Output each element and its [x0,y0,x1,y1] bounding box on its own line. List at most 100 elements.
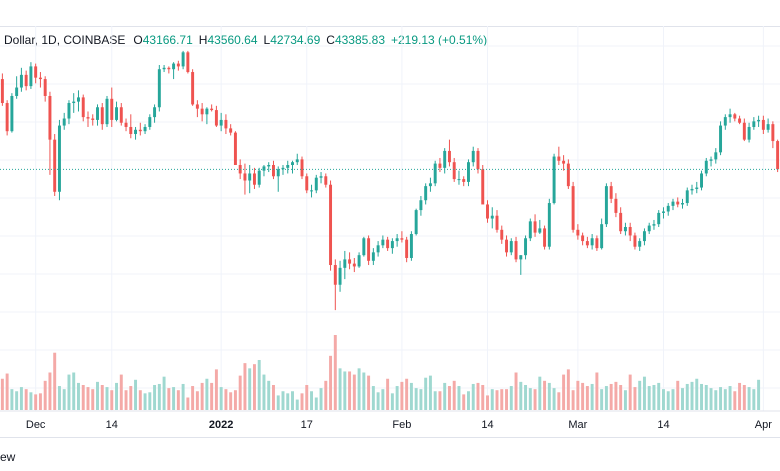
candle-body [324,176,328,185]
time-axis[interactable]: Dec 14 2022 17 Feb 14 Mar 14 Apr [26,419,772,431]
candle-body [143,126,147,132]
candle [62,112,66,130]
candle [547,198,551,250]
candle [333,259,337,311]
volume-bar [19,387,23,410]
candle [666,203,670,216]
volume-bar [700,383,703,410]
candle-body [662,211,665,213]
volume-bar [233,390,237,410]
volume-bar [409,382,413,410]
candle [367,235,371,266]
candle-body [566,163,570,187]
candle-body [229,128,233,133]
volume-bar [319,388,323,410]
candle-body [205,108,209,115]
candle-body [471,150,475,163]
candle-body [514,241,518,260]
volume-bar [747,387,751,410]
candle [376,241,380,257]
candle [305,173,309,194]
volume-bar [695,378,699,410]
candle [571,181,575,233]
candle-body [681,203,684,205]
candle-body [62,118,66,126]
candle [362,236,366,257]
time-axis-label: Apr [755,419,772,431]
symbol-label[interactable]: Dollar, 1D, COINBASE [4,33,126,47]
candle [647,222,651,235]
candle-body [557,156,561,161]
volume-bar [462,394,466,410]
volume-bar [614,381,618,410]
candle [657,210,661,227]
candle [395,234,399,247]
candle [72,93,76,113]
candle [500,225,504,244]
candle-body [666,205,670,212]
candle-body [172,63,176,70]
volume-bar [390,393,394,410]
candle-body [357,255,361,267]
volume-bar [714,390,718,410]
candle-body [571,186,575,230]
volume-bar [495,390,499,410]
candle [528,218,532,242]
volume-bar [172,387,176,410]
candle-body [15,87,19,96]
candle-body [600,224,604,249]
candle-body [252,173,256,185]
candle-body [243,173,247,181]
volume-bar [757,379,761,410]
volume-bar [676,380,680,410]
volume-bar [295,399,299,410]
volume-bar [424,377,428,410]
candle-body [210,108,214,111]
close-value: 43385.83 [334,33,385,47]
candle [233,131,237,166]
view-label[interactable]: ew [0,450,16,464]
volume-bar [447,386,451,410]
candle-body [24,74,28,87]
candle [757,115,761,127]
low-key: L [263,33,271,47]
candle-body [214,110,218,126]
candle [38,72,42,88]
volume-bar [709,388,713,410]
volume-bar [386,378,390,410]
candle-body [115,107,118,120]
candle-body [257,170,261,185]
volume-bar [690,381,694,410]
candle [452,157,456,182]
candle-body [38,77,42,80]
candle-body [486,204,489,219]
candle-body [233,132,237,166]
candle-body [590,238,594,246]
candle-body [67,103,71,119]
price-chart[interactable]: Dec 14 2022 17 Feb 14 Mar 14 Apr [0,26,780,437]
candle [419,196,423,216]
candle [642,228,646,246]
candle [157,64,161,112]
candle [352,257,356,273]
candle [623,222,627,236]
volume-bar [367,375,371,410]
candle-body [509,241,513,253]
volume-bar [609,383,613,410]
candle [481,165,485,205]
volume-bar [324,380,328,410]
candle [619,207,623,235]
candle-body [428,183,432,187]
volume-bar [214,369,218,410]
high-value: 43560.64 [207,33,258,47]
candle-body [295,159,299,163]
candle-body [476,150,480,170]
volume-bar [395,386,399,410]
candle [0,73,4,106]
candle [557,146,561,166]
candle-body [162,67,166,70]
volume-bar [62,389,66,410]
candle-body [776,141,780,170]
candle [348,252,352,270]
candle-body [524,238,528,256]
